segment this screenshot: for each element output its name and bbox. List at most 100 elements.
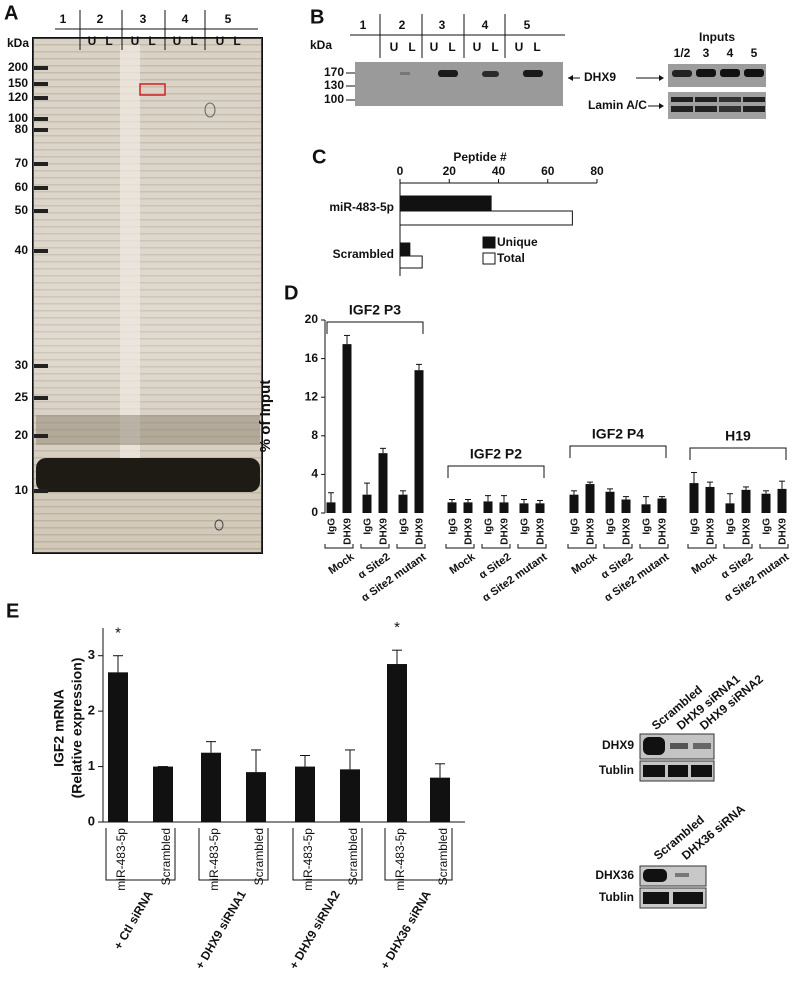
sublane-label: U: [473, 40, 482, 54]
group-label: IGF2 P2: [470, 446, 522, 462]
marker-label: 70: [15, 156, 29, 170]
bar: [741, 489, 751, 513]
bar: [689, 483, 699, 513]
lane-label: 3: [703, 46, 710, 60]
bar: [430, 777, 450, 822]
condition-label: α Site2 mutant: [722, 551, 791, 605]
legend-label: Total: [497, 251, 525, 265]
bar: [605, 491, 615, 513]
marker-label: 25: [15, 390, 29, 404]
bar: [201, 752, 221, 822]
category-label: Scrambled: [346, 828, 360, 885]
bar-label: DHX9: [343, 518, 354, 545]
bar-label: IgG: [363, 518, 374, 535]
y-tick-label: 16: [305, 351, 319, 365]
marker-label: 200: [8, 60, 28, 74]
condition-label: Mock: [447, 551, 478, 577]
bar: [621, 499, 631, 513]
bar-label: DHX9: [742, 518, 753, 545]
bar: [362, 494, 372, 513]
ladder-band: [34, 96, 48, 100]
protein-label: DHX9: [584, 70, 616, 84]
ladder-band: [34, 364, 48, 368]
treatment-label: + Ctl siRNA: [111, 888, 156, 952]
bracket: [517, 544, 547, 549]
bar-label: IgG: [448, 518, 459, 535]
sublane-label: L: [233, 34, 240, 48]
bracket: [326, 321, 424, 334]
sublane-label: U: [515, 40, 524, 54]
ladder-band: [34, 162, 48, 166]
bar: [108, 672, 128, 822]
bar: [705, 486, 715, 513]
lane-dividers: [55, 10, 258, 50]
unit-label: kDa: [310, 38, 332, 52]
bracket: [567, 544, 597, 549]
category-label: Scrambled: [436, 828, 450, 885]
bar: [519, 503, 529, 513]
bar-label: DHX9: [536, 518, 547, 545]
lane-label: 1: [60, 12, 67, 26]
bar-label: DHX9: [415, 518, 426, 545]
protein-label: DHX9: [602, 738, 634, 752]
bar-label: IgG: [484, 518, 495, 535]
legend-swatch: [482, 236, 496, 249]
bracket: [396, 544, 426, 549]
marker-label: 150: [8, 76, 28, 90]
bar: [483, 501, 493, 513]
bracket: [292, 828, 363, 881]
marker-label: 30: [15, 358, 29, 372]
axis-title: Peptide #: [453, 150, 507, 164]
axis-title: (Relative expression): [69, 658, 85, 799]
lane-label: 4: [182, 12, 189, 26]
y-tick-label: 8: [311, 428, 318, 442]
bar-label: IgG: [327, 518, 338, 535]
lane-label: 5: [751, 46, 758, 60]
bar: [725, 503, 735, 513]
legend-swatch: [482, 252, 496, 265]
lane-label: 4: [482, 18, 489, 32]
sublane-label: L: [105, 34, 112, 48]
bracket: [723, 544, 753, 549]
sublane-label: U: [173, 34, 182, 48]
category-label: Scrambled: [252, 828, 266, 885]
bar-label: DHX9: [706, 518, 717, 545]
protein-label: DHX36: [595, 868, 634, 882]
bar-label: IgG: [642, 518, 653, 535]
condition-label: α Site2 mutant: [602, 551, 671, 605]
marker-label: 100: [8, 111, 28, 125]
axis-title: % of Input: [257, 380, 274, 452]
x-tick-label: 0: [397, 164, 404, 178]
bar-label: DHX9: [586, 518, 597, 545]
sublane-label: U: [88, 34, 97, 48]
significance-mark: *: [115, 625, 121, 642]
y-tick-label: 4: [311, 467, 318, 481]
bar: [399, 195, 492, 211]
protein-label: Tublin: [599, 890, 634, 904]
panel-letter: D: [284, 282, 298, 304]
bracket: [105, 828, 176, 881]
bracket: [569, 445, 667, 458]
bar-label: IgG: [690, 518, 701, 535]
bar: [399, 242, 411, 256]
bracket: [603, 544, 633, 549]
condition-label: α Site2 mutant: [359, 551, 428, 605]
bar-label: IgG: [520, 518, 531, 535]
x-tick-label: 60: [541, 164, 555, 178]
ladder-band: [34, 434, 48, 438]
bar: [326, 502, 336, 513]
marker-label: 50: [15, 203, 29, 217]
category-label: miR-483-5p: [329, 200, 394, 214]
ladder-band: [34, 396, 48, 400]
lane-label: 5: [225, 12, 232, 26]
bar-label: DHX9: [778, 518, 789, 545]
bar-label: DHX9: [658, 518, 669, 545]
panel-letter: C: [312, 146, 326, 168]
category-label: Scrambled: [333, 247, 394, 261]
significance-mark: *: [394, 619, 400, 636]
bracket: [360, 544, 390, 549]
bar-label: IgG: [762, 518, 773, 535]
bar: [399, 255, 423, 269]
bar: [378, 453, 388, 513]
